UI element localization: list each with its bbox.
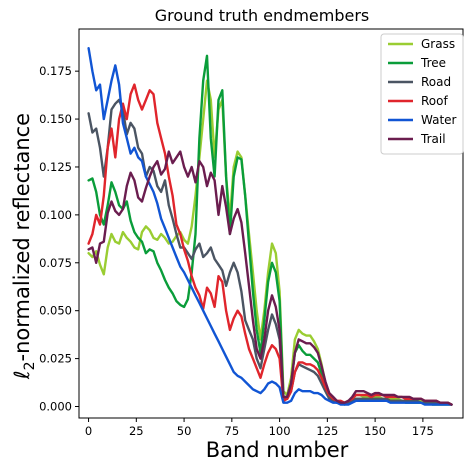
y-axis-label-symbol: ℓ [10, 370, 34, 380]
plot-frame [78, 28, 464, 419]
y-tick-label: 0.175 [39, 64, 72, 78]
plot-area [87, 47, 453, 406]
x-tick-label: 75 [225, 424, 240, 438]
x-tick-label: 25 [129, 424, 144, 438]
y-tick-label: 0.100 [39, 208, 72, 222]
x-tick-label: 125 [316, 424, 338, 438]
y-tick-label: 0.025 [39, 352, 72, 366]
series-line-road [87, 98, 453, 406]
x-tick-label: 175 [412, 424, 434, 438]
x-tick-label: 100 [269, 424, 291, 438]
x-tick-label: 0 [85, 424, 92, 438]
x-axis-label: Band number [206, 438, 349, 462]
legend-label-trail: Trail [420, 132, 446, 146]
series-line-trail [87, 150, 453, 406]
series-line-grass [87, 79, 453, 406]
x-tick-label: 150 [364, 424, 386, 438]
legend-label-roof: Roof [421, 94, 448, 108]
legend-label-road: Road [421, 75, 451, 89]
y-tick-label: 0.000 [39, 400, 72, 414]
y-tick-label: 0.075 [39, 256, 72, 270]
legend-label-grass: Grass [421, 37, 455, 51]
y-axis-label-text: -normalized reflectance [10, 113, 34, 362]
legend: Grass Tree Road Roof Water Trail [380, 33, 464, 155]
legend-label-tree: Tree [420, 56, 446, 70]
y-tick-label: 0.125 [39, 160, 72, 174]
axes: 0 25 50 75 100 125 150 175 0.000 0.025 0.050 0.075 0… [39, 28, 464, 438]
legend-label-water: Water [421, 113, 457, 127]
y-axis-label-subscript: 2 [22, 362, 38, 371]
y-tick-label: 0.050 [39, 304, 72, 318]
y-tick-label: 0.150 [39, 112, 72, 126]
series-line-water [87, 47, 453, 406]
chart-title: Ground truth endmembers [155, 6, 370, 25]
series-line-roof [87, 83, 453, 406]
x-tick-label: 50 [177, 424, 192, 438]
y-axis-label: ℓ2-normalized reflectance [10, 113, 38, 380]
